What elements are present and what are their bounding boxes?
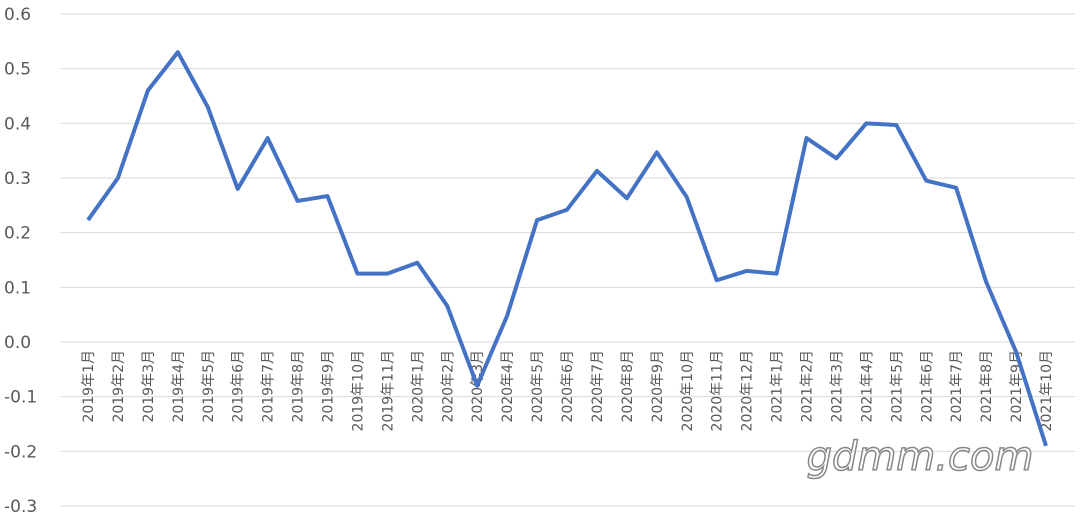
watermark: gdmm.com xyxy=(807,434,1034,480)
x-tick-label: 2021年8月 xyxy=(979,350,995,423)
x-tick-label: 2019年11月 xyxy=(380,350,396,431)
x-tick-label: 2019年1月 xyxy=(81,350,97,423)
x-tick-label: 2021年2月 xyxy=(800,350,816,423)
x-tick-label: 2020年7月 xyxy=(590,350,606,423)
x-tick-label: 2021年3月 xyxy=(829,350,845,423)
x-tick-label: 2021年5月 xyxy=(889,350,905,423)
y-tick-label: 0.6 xyxy=(4,5,31,25)
x-tick-label: 2021年1月 xyxy=(770,350,786,423)
y-tick-label: 0.0 xyxy=(4,333,31,353)
x-tick-label: 2020年12月 xyxy=(740,350,756,431)
y-tick-label: 0.4 xyxy=(4,114,31,134)
x-tick-label: 2020年2月 xyxy=(440,350,456,423)
x-tick-label: 2019年4月 xyxy=(171,350,187,423)
x-tick-label: 2019年6月 xyxy=(231,350,247,423)
x-tick-label: 2021年6月 xyxy=(919,350,935,423)
x-tick-label: 2021年7月 xyxy=(949,350,965,423)
y-tick-label: 0.3 xyxy=(4,169,31,189)
x-tick-label: 2021年10月 xyxy=(1039,350,1055,431)
x-tick-label: 2021年4月 xyxy=(859,350,875,423)
x-tick-label: 2020年8月 xyxy=(620,350,636,423)
y-tick-label: -0.2 xyxy=(4,442,37,462)
x-tick-label: 2020年11月 xyxy=(710,350,726,431)
x-tick-label: 2019年10月 xyxy=(350,350,366,431)
x-tick-label: 2019年5月 xyxy=(201,350,217,423)
x-tick-label: 2020年10月 xyxy=(680,350,696,431)
x-tick-label: 2020年6月 xyxy=(560,350,576,423)
y-tick-label: 0.1 xyxy=(4,278,31,298)
data-line xyxy=(86,50,1048,447)
x-tick-label: 2020年4月 xyxy=(500,350,516,423)
y-tick-label: 0.2 xyxy=(4,224,31,244)
x-tick-label: 2019年3月 xyxy=(141,350,157,423)
x-tick-label: 2020年9月 xyxy=(650,350,666,423)
y-tick-label: -0.3 xyxy=(4,497,37,517)
x-tick-label: 2019年2月 xyxy=(111,350,127,423)
y-tick-label: 0.5 xyxy=(4,60,31,80)
y-tick-label: -0.1 xyxy=(4,388,37,408)
x-tick-label: 2019年7月 xyxy=(261,350,277,423)
x-tick-label: 2019年9月 xyxy=(321,350,337,423)
x-tick-label: 2019年8月 xyxy=(291,350,307,423)
x-tick-label: 2020年1月 xyxy=(410,350,426,423)
x-tick-label: 2020年5月 xyxy=(530,350,546,423)
